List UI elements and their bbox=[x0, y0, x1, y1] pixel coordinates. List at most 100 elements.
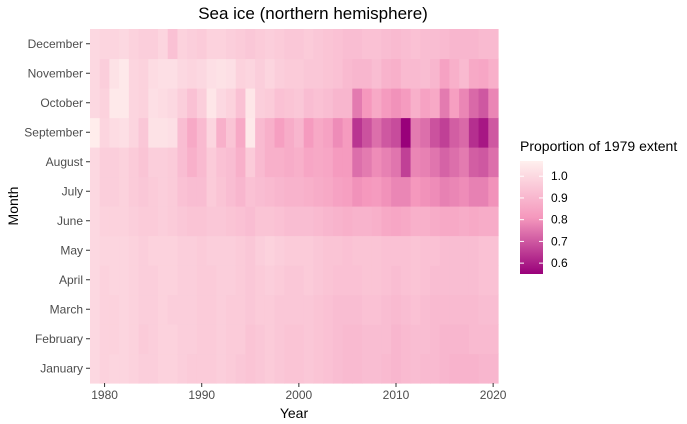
heatmap-cell bbox=[381, 117, 392, 148]
heatmap-cell bbox=[410, 147, 421, 178]
heatmap-cell bbox=[323, 235, 334, 266]
heatmap-cell bbox=[167, 88, 179, 119]
heatmap-cell bbox=[235, 29, 247, 60]
heatmap-cell bbox=[226, 117, 237, 148]
heatmap-cell bbox=[332, 235, 344, 266]
heatmap-cell bbox=[439, 324, 451, 355]
heatmap-cell bbox=[226, 29, 237, 60]
heatmap-cell bbox=[264, 117, 276, 148]
heatmap-cell bbox=[264, 58, 276, 89]
heatmap-cell bbox=[294, 88, 305, 119]
heatmap-cell bbox=[420, 324, 431, 355]
heatmap-cell bbox=[371, 147, 383, 178]
heatmap-cell bbox=[216, 235, 227, 266]
heatmap-cell bbox=[90, 88, 101, 119]
heatmap-cell bbox=[400, 58, 412, 89]
heatmap-cell bbox=[158, 206, 169, 237]
heatmap-cell bbox=[284, 324, 295, 355]
heatmap-cell bbox=[488, 58, 499, 89]
heatmap-cell bbox=[196, 88, 208, 119]
heatmap-cell bbox=[196, 58, 208, 89]
heatmap-cell bbox=[381, 88, 392, 119]
heatmap-cell bbox=[109, 353, 120, 384]
heatmap-cell bbox=[439, 176, 451, 207]
heatmap-cell bbox=[459, 324, 470, 355]
heatmap-cell bbox=[128, 324, 140, 355]
heatmap-cell bbox=[332, 58, 344, 89]
heatmap-cell bbox=[430, 294, 441, 325]
chart-title: Sea ice (northern hemisphere) bbox=[198, 4, 428, 23]
heatmap-cell bbox=[216, 353, 227, 384]
heatmap-cell bbox=[303, 206, 315, 237]
heatmap-cell bbox=[167, 58, 179, 89]
heatmap-cell bbox=[255, 117, 266, 148]
y-tick-label: December bbox=[28, 37, 83, 51]
heatmap-cell bbox=[284, 265, 295, 296]
heatmap-cell bbox=[255, 147, 266, 178]
heatmap-cell bbox=[323, 117, 334, 148]
heatmap-cell bbox=[459, 353, 470, 384]
heatmap-cell bbox=[167, 117, 179, 148]
heatmap-cell bbox=[158, 88, 169, 119]
heatmap-cell bbox=[245, 324, 256, 355]
heatmap-cell bbox=[226, 265, 237, 296]
heatmap-cell bbox=[158, 324, 169, 355]
heatmap-cell bbox=[313, 235, 324, 266]
heatmap-cell bbox=[449, 235, 460, 266]
heatmap-cell bbox=[371, 265, 383, 296]
heatmap-cell bbox=[439, 147, 451, 178]
heatmap-cell bbox=[478, 29, 489, 60]
heatmap-cell bbox=[342, 265, 353, 296]
heatmap-cell bbox=[255, 265, 266, 296]
heatmap-cell bbox=[468, 353, 480, 384]
heatmap-cell bbox=[323, 353, 334, 384]
heatmap-cell bbox=[255, 58, 266, 89]
y-tick-label: July bbox=[62, 184, 83, 198]
heatmap-cell bbox=[400, 88, 412, 119]
heatmap-cell bbox=[264, 324, 276, 355]
heatmap-cell bbox=[235, 324, 247, 355]
heatmap-cell bbox=[109, 29, 120, 60]
heatmap-cell bbox=[158, 176, 169, 207]
heatmap-cell bbox=[468, 294, 480, 325]
heatmap-cell bbox=[488, 88, 499, 119]
heatmap-cell bbox=[352, 206, 363, 237]
heatmap-cell bbox=[468, 324, 480, 355]
heatmap-cell bbox=[468, 58, 480, 89]
heatmap-cell bbox=[187, 324, 198, 355]
heatmap-cell bbox=[216, 88, 227, 119]
heatmap-cell bbox=[400, 117, 412, 148]
heatmap-cell bbox=[362, 324, 373, 355]
heatmap-cell bbox=[381, 324, 392, 355]
heatmap-cell bbox=[430, 206, 441, 237]
heatmap-cell bbox=[410, 58, 421, 89]
heatmap-cell bbox=[381, 176, 392, 207]
heatmap-cell bbox=[158, 353, 169, 384]
legend-tick-label: 0.7 bbox=[551, 234, 568, 248]
heatmap-cell bbox=[216, 206, 227, 237]
heatmap-cell bbox=[488, 235, 499, 266]
heatmap-cell bbox=[381, 58, 392, 89]
heatmap-cell bbox=[264, 265, 276, 296]
y-tick-label: June bbox=[57, 214, 83, 228]
heatmap-cell bbox=[138, 147, 149, 178]
heatmap-cell bbox=[420, 176, 431, 207]
heatmap-cell bbox=[449, 353, 460, 384]
heatmap-cell bbox=[371, 324, 383, 355]
heatmap-cell bbox=[449, 88, 460, 119]
heatmap-cell bbox=[488, 324, 499, 355]
heatmap-cell bbox=[264, 29, 276, 60]
heatmap-cell bbox=[459, 176, 470, 207]
y-tick-label: March bbox=[50, 302, 83, 316]
heatmap-cell bbox=[206, 294, 217, 325]
heatmap-cell bbox=[119, 265, 130, 296]
heatmap-cell bbox=[206, 147, 217, 178]
heatmap-cell bbox=[459, 294, 470, 325]
heatmap-cell bbox=[245, 88, 256, 119]
heatmap-cell bbox=[148, 88, 159, 119]
heatmap-cell bbox=[99, 117, 111, 148]
heatmap-cell bbox=[167, 147, 179, 178]
heatmap-cell bbox=[430, 29, 441, 60]
heatmap-cell bbox=[226, 88, 237, 119]
heatmap-cell bbox=[400, 29, 412, 60]
